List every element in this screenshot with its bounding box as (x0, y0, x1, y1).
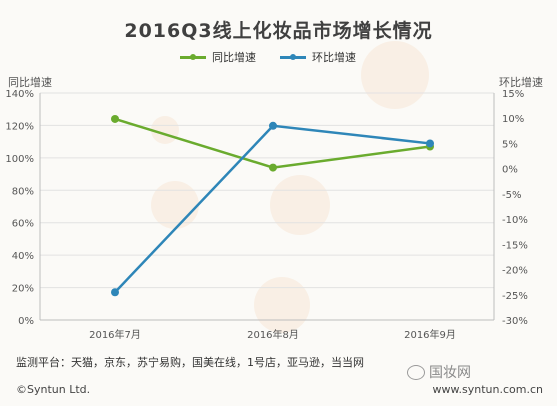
left-axis-label: 同比增速 (8, 76, 52, 89)
background-bubble (270, 175, 330, 235)
right-tick-label: 5% (502, 139, 518, 150)
watermark: 国妆网 (407, 362, 471, 382)
wechat-icon (407, 364, 425, 380)
legend-label-yoy: 同比增速 (212, 51, 256, 64)
background-bubble (151, 116, 179, 144)
legend-item-mom: 环比增速 (280, 49, 356, 65)
right-tick-label: 0% (502, 165, 518, 176)
data-point-mom (111, 288, 119, 297)
right-tick-label: 10% (502, 114, 524, 125)
left-tick-label: 120% (5, 121, 34, 132)
right-tick-label: -25% (502, 291, 528, 302)
legend-swatch-mom (280, 53, 306, 60)
right-tick-label: -10% (502, 215, 528, 226)
data-point-mom (269, 121, 277, 130)
right-tick-label: -15% (502, 240, 528, 251)
website: www.syntun.com.cn (432, 383, 543, 396)
legend-label-mom: 环比增速 (312, 51, 356, 64)
right-tick-label: -20% (502, 266, 528, 277)
right-tick-label: -30% (502, 316, 528, 327)
background-bubble (254, 277, 310, 333)
x-tick-label: 2016年8月 (247, 328, 299, 341)
copyright: ©Syntun Ltd. (16, 383, 91, 396)
legend: 同比增速 环比增速 (180, 49, 356, 65)
left-tick-label: 140% (5, 89, 34, 100)
left-tick-label: 20% (12, 284, 34, 295)
background-bubble (151, 181, 199, 229)
watermark-text: 国妆网 (429, 365, 471, 381)
x-tick-label: 2016年7月 (89, 328, 141, 341)
legend-item-yoy: 同比增速 (180, 49, 256, 65)
right-axis-label: 环比增速 (499, 76, 543, 89)
data-point-mom (426, 139, 434, 148)
right-tick-label: -5% (502, 190, 521, 201)
left-tick-label: 80% (12, 186, 34, 197)
left-tick-label: 100% (5, 154, 34, 165)
chart-title: 2016Q3线上化妆品市场增长情况 (124, 20, 433, 42)
left-tick-label: 0% (18, 316, 34, 327)
data-point-yoy (111, 114, 119, 123)
data-point-yoy (269, 163, 277, 172)
background-bubble (361, 41, 429, 109)
left-tick-label: 60% (12, 219, 34, 230)
right-tick-label: 15% (502, 89, 524, 100)
left-tick-label: 40% (12, 251, 34, 262)
x-tick-label: 2016年9月 (404, 328, 456, 341)
data-sources-note: 监测平台：天猫，京东，苏宁易购，国美在线，1号店，亚马逊，当当网 (16, 356, 364, 369)
legend-swatch-yoy (180, 53, 206, 60)
